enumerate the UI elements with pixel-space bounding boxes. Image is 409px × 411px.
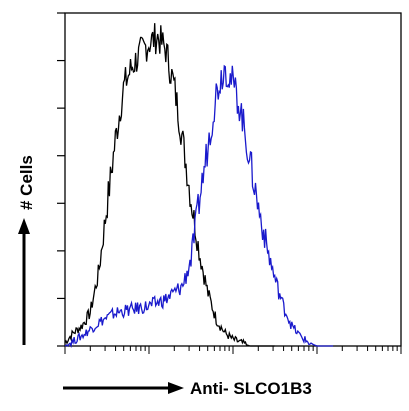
- x-axis-label: Anti- SLCO1B3: [190, 379, 312, 398]
- y-axis-label: # Cells: [17, 155, 36, 210]
- series-control-line: [64, 23, 275, 347]
- y-axis-ticks: [57, 12, 65, 347]
- plot-frame: [64, 12, 402, 347]
- x-axis-arrow-head: [168, 382, 184, 394]
- series-antibody-line: [64, 64, 334, 349]
- series-layer: [64, 23, 334, 349]
- x-axis-ticks: [64, 346, 402, 354]
- y-axis-arrow-head: [18, 218, 30, 234]
